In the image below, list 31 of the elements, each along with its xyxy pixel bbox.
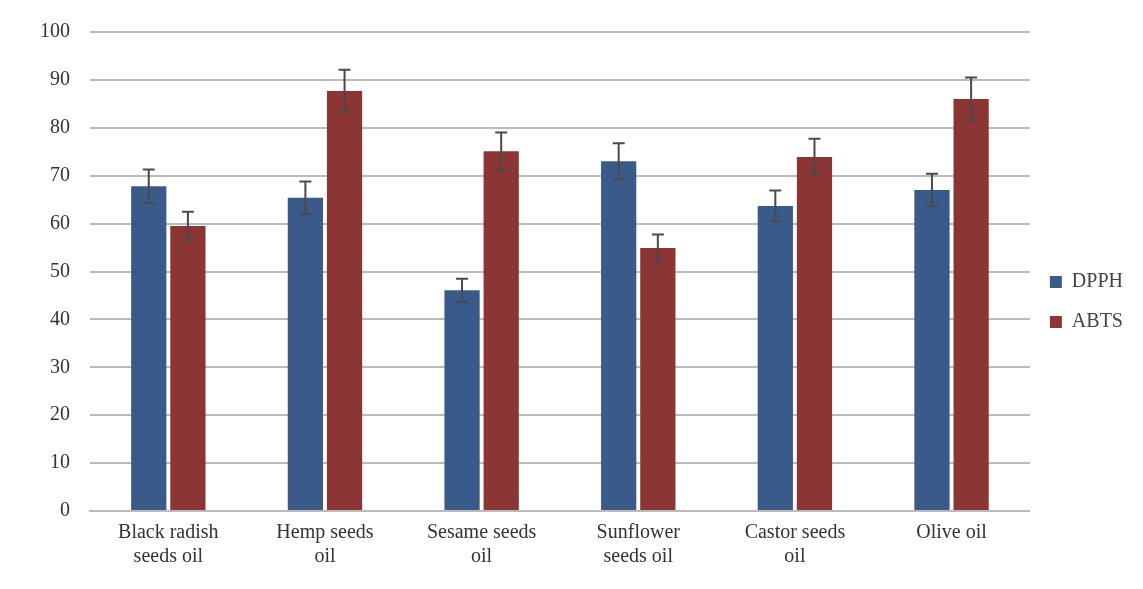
y-tick-label: 70 bbox=[50, 162, 70, 185]
y-tick-label: 30 bbox=[50, 354, 70, 377]
x-tick-label: Olive oil bbox=[916, 520, 988, 543]
bar bbox=[131, 186, 167, 510]
x-tick-label: Castor seeds oil bbox=[744, 520, 846, 567]
bar bbox=[796, 157, 833, 510]
x-tick-label: Black radish seeds oil bbox=[118, 520, 219, 567]
bar bbox=[953, 99, 989, 510]
y-tick-label: 100 bbox=[40, 19, 70, 42]
bar bbox=[170, 226, 206, 510]
bar bbox=[483, 151, 519, 510]
y-tick-label: 50 bbox=[50, 258, 70, 281]
bar bbox=[326, 90, 363, 510]
y-tick-label: 40 bbox=[50, 306, 70, 329]
bar bbox=[640, 248, 676, 510]
bar bbox=[444, 290, 480, 510]
y-tick-label: 20 bbox=[50, 402, 70, 425]
x-tick-label: Hemp seeds oil bbox=[276, 520, 374, 567]
bar bbox=[287, 197, 324, 510]
y-tick-label: 10 bbox=[50, 450, 70, 473]
bar bbox=[757, 205, 793, 510]
x-tick-label: Sesame seeds oil bbox=[426, 520, 537, 567]
legend-label: DPPH bbox=[1071, 269, 1124, 292]
y-tick-label: 90 bbox=[50, 67, 70, 90]
y-tick-label: 60 bbox=[50, 210, 70, 233]
y-tick-label: 80 bbox=[50, 115, 70, 138]
bar bbox=[914, 190, 950, 510]
y-tick-label: 0 bbox=[60, 498, 70, 521]
legend-label: ABTS bbox=[1071, 309, 1123, 332]
x-tick-label: Sunflower seeds oil bbox=[596, 520, 681, 567]
bar bbox=[601, 161, 637, 510]
